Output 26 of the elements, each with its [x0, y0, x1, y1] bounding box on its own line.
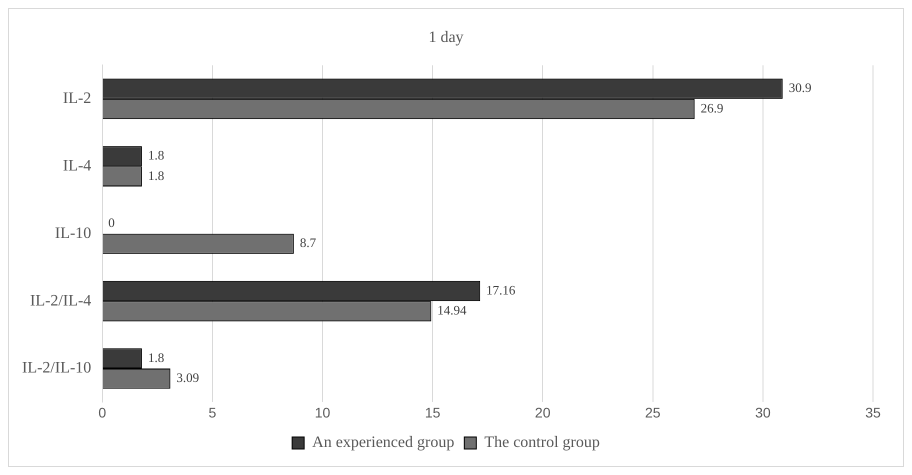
data-label: 14.94	[437, 302, 468, 318]
x-tick-label: 20	[534, 404, 551, 420]
x-tick-label: 25	[645, 404, 661, 420]
x-tick-label: 30	[755, 404, 771, 420]
data-label: 1.8	[148, 168, 164, 183]
data-label: 26.9	[700, 100, 724, 116]
data-label: 0	[108, 215, 115, 230]
data-label: 3.09	[176, 370, 200, 386]
x-tick-label: 35	[865, 404, 881, 420]
data-label: 1.8	[148, 148, 164, 163]
data-label: 1.8	[148, 350, 164, 365]
data-label: 30.9	[788, 80, 812, 96]
x-tick-label: 10	[314, 404, 330, 420]
x-tick-label: 0	[98, 404, 106, 420]
x-tick-label: 5	[208, 404, 217, 420]
chart-title: 1 day	[428, 28, 464, 46]
x-tick-label: 15	[424, 404, 441, 420]
y-tick-label: IL-2/IL-4	[30, 292, 92, 310]
y-tick-label: IL-2/IL-10	[22, 360, 92, 377]
legend-label: The control group	[484, 434, 600, 452]
y-tick-label: IL-10	[54, 224, 92, 242]
y-tick-label: IL-2	[62, 90, 92, 108]
y-tick-label: IL-4	[62, 158, 92, 175]
data-label: 17.16	[486, 282, 516, 298]
data-label: 8.7	[300, 235, 317, 250]
legend-label: An experienced group	[312, 434, 454, 452]
